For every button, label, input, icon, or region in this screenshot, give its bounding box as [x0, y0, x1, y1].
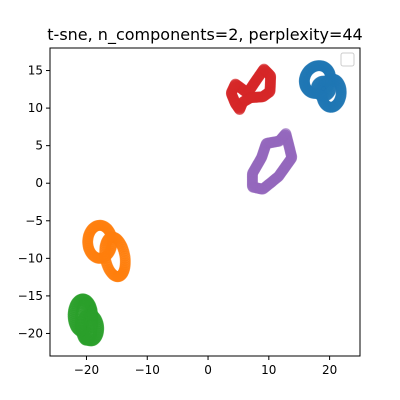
y-tick-label: −10 [18, 251, 43, 265]
chart-title: t-sne, n_components=2, perplexity=44 [47, 25, 362, 45]
data-point [88, 319, 98, 329]
data-point [326, 85, 336, 95]
data-point [230, 80, 240, 90]
points-layer [68, 61, 346, 346]
y-tick-label: −15 [18, 289, 43, 303]
x-tick-label: 20 [322, 363, 337, 377]
data-point [280, 130, 290, 140]
data-point [336, 92, 346, 102]
y-axis: −20 −15 −10 −5 0 5 10 15 [18, 64, 50, 341]
y-tick-label: −20 [18, 326, 43, 340]
x-axis: −20 −10 0 10 20 [74, 356, 337, 377]
y-tick-label: 0 [35, 176, 43, 190]
y-tick-label: 10 [28, 101, 43, 115]
legend [341, 53, 354, 66]
x-tick-label: −20 [74, 363, 99, 377]
data-point [120, 251, 130, 261]
y-tick-label: −5 [25, 214, 43, 228]
y-tick-label: 5 [35, 139, 43, 153]
x-tick-label: 10 [261, 363, 276, 377]
x-tick-label: −10 [135, 363, 160, 377]
x-tick-label: 0 [204, 363, 212, 377]
legend-box [341, 53, 354, 66]
y-tick-label: 15 [28, 64, 43, 78]
